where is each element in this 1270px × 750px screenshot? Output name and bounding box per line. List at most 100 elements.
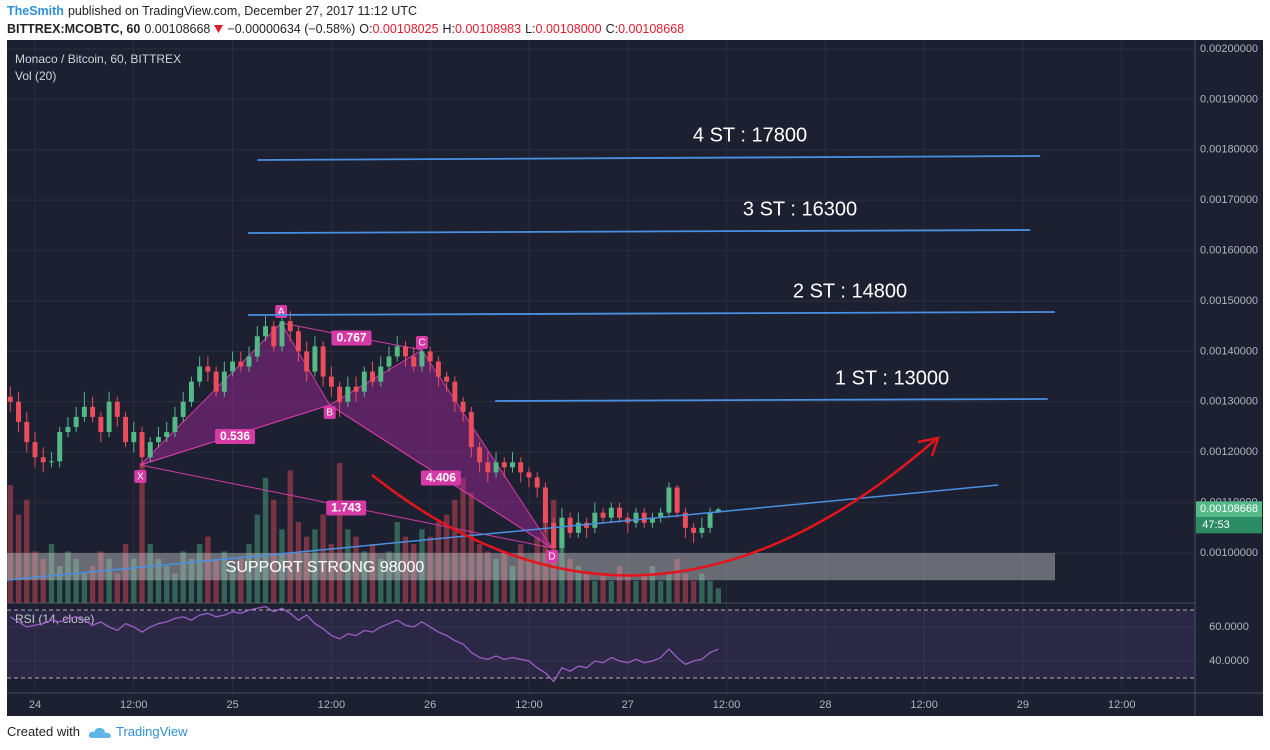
target-label: 3 ST : 16300 (743, 198, 857, 220)
candle-body (254, 336, 260, 357)
volume-bar (246, 544, 252, 603)
candle-body (263, 326, 268, 337)
volume-bar (213, 558, 219, 603)
volume-bar (353, 536, 359, 603)
candle-body (246, 356, 252, 367)
brand[interactable]: TradingView (115, 724, 188, 739)
x-tick-label: 26 (424, 699, 436, 711)
candle-body (493, 462, 499, 473)
countdown-box (1196, 517, 1262, 534)
candle-body (403, 346, 408, 357)
volume-bar (328, 544, 335, 603)
candle-body (715, 509, 721, 513)
projection-arrow (371, 439, 936, 577)
chart: 24 12:00 25 12:00 26 12:00 27 12:00 28 12:00 29 12:… (6, 40, 1263, 716)
y-tick-label: 0.00100000 (1200, 547, 1258, 559)
target-label: 2 ST : 14800 (793, 280, 907, 302)
candle-body (337, 386, 343, 402)
ratio-label: 0.536 (220, 429, 250, 443)
candle-body (81, 406, 87, 417)
candle-body (452, 381, 458, 402)
volume-bar (122, 544, 129, 603)
volume-bar (509, 566, 516, 603)
candle-body (312, 346, 318, 372)
point-box (546, 550, 559, 564)
volume-bar (649, 566, 656, 603)
y-tick-label: 0.00140000 (1200, 345, 1258, 357)
candle-body (477, 447, 483, 463)
volume-bar (600, 573, 606, 603)
candle-body (213, 371, 219, 392)
candle-body (394, 346, 400, 357)
volume-bar (89, 566, 96, 603)
volume-bar (312, 529, 318, 603)
volume-bar (435, 521, 442, 603)
volume-bar (690, 580, 697, 603)
volume-bar (205, 536, 211, 603)
chart-title: Monaco / Bitcoin, 60, BITTREX (15, 52, 181, 66)
candle-body (180, 401, 186, 417)
change: −0.00000634 (−0.58%) (227, 22, 356, 36)
target-line (248, 311, 1056, 316)
volume-bar (188, 558, 195, 603)
volume-bar (40, 558, 46, 603)
candle-body (123, 416, 129, 443)
volume-bar (402, 536, 409, 603)
published: published on TradingView.com, December 2… (67, 4, 418, 18)
h-label: H: (442, 22, 456, 36)
support-zone (7, 553, 1056, 581)
chart-subtitle: Vol (20) (15, 69, 56, 83)
volume-bar (641, 573, 647, 603)
candle-body (674, 487, 680, 513)
volume-bar (567, 558, 573, 603)
c-label: C: (605, 22, 619, 36)
candle-body (468, 411, 474, 448)
volume-bar (106, 558, 112, 603)
volume-bar (172, 573, 178, 603)
candle-body (230, 361, 236, 372)
candle-body (197, 366, 203, 382)
x-tick-label: 12:00 (120, 699, 148, 711)
candle-body (633, 512, 639, 523)
candle-body (411, 356, 417, 367)
x-tick-label: 25 (226, 699, 238, 711)
candle-body (172, 416, 178, 433)
candle-body (691, 527, 697, 533)
volume-bar (369, 544, 376, 603)
candle-body (649, 517, 655, 523)
volume-bar (320, 514, 326, 603)
volume-bar (15, 514, 22, 603)
volume-bar (287, 470, 293, 603)
volume-bar (534, 536, 540, 603)
y-tick-label: 0.00160000 (1200, 245, 1258, 257)
x-tick-label: 12:00 (910, 699, 938, 711)
candle-body (16, 401, 21, 422)
y-tick-label: 0.00120000 (1200, 446, 1258, 458)
candle-body (139, 432, 145, 458)
candle-body (435, 361, 441, 377)
rsi-band (7, 609, 1195, 679)
target-label: 4 ST : 17800 (693, 124, 807, 146)
volume-bar (164, 566, 170, 603)
created-with: Created with (7, 724, 80, 739)
ratio-label: 0.767 (337, 331, 367, 345)
volume-bar (485, 551, 491, 603)
volume-bar (592, 580, 598, 603)
candle-body (699, 527, 705, 533)
last-price: 0.00108668 (144, 22, 211, 36)
y-tick-label: 0.00180000 (1200, 144, 1258, 156)
ratio-box (420, 470, 461, 486)
candle-body (460, 401, 466, 412)
down-arrow (214, 25, 224, 33)
x-tick-label: 12:00 (713, 699, 741, 711)
author[interactable]: TheSmith (7, 4, 64, 18)
volume-bar (658, 580, 664, 603)
candle-body (90, 406, 96, 417)
price-tag (1196, 501, 1262, 518)
candle-body (287, 321, 293, 332)
volume-bar (114, 573, 120, 603)
volume-bar (180, 551, 186, 603)
volume-bar (674, 558, 680, 603)
point-label: X (137, 472, 144, 483)
